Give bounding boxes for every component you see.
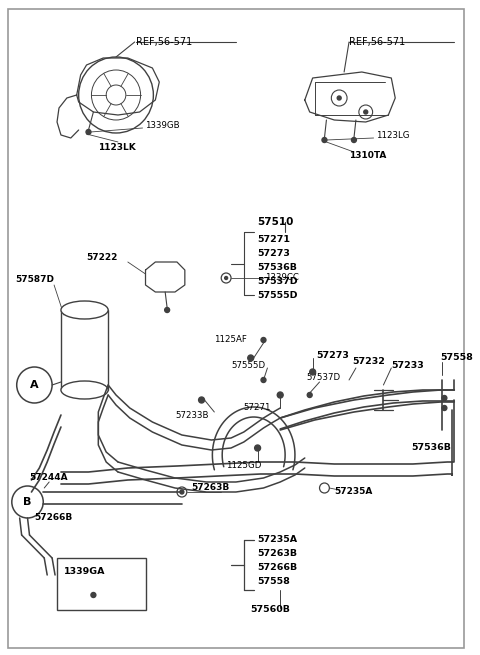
Text: 57232: 57232 (352, 358, 385, 367)
Text: 1125GD: 1125GD (226, 460, 262, 470)
Bar (57, 558, 145, 610)
Text: 57536B: 57536B (258, 263, 298, 272)
Text: 1339GB: 1339GB (144, 121, 179, 130)
Bar (61, 310, 108, 390)
Circle shape (86, 130, 91, 134)
Text: 1339CC: 1339CC (265, 274, 300, 282)
Text: 57510: 57510 (258, 217, 294, 227)
Text: 1339GA: 1339GA (64, 567, 106, 576)
Circle shape (351, 138, 357, 143)
Text: 57560B: 57560B (251, 605, 290, 614)
Text: 57273: 57273 (258, 250, 290, 259)
Text: A: A (30, 380, 39, 390)
Circle shape (310, 369, 315, 375)
Circle shape (364, 110, 368, 114)
Text: 57273: 57273 (317, 350, 349, 360)
Text: 57266B: 57266B (35, 514, 72, 523)
Circle shape (180, 490, 184, 494)
Text: 1125AF: 1125AF (215, 335, 247, 345)
Text: 57235A: 57235A (334, 487, 372, 496)
Circle shape (255, 445, 261, 451)
Text: 57222: 57222 (86, 253, 118, 263)
Text: 57558: 57558 (441, 354, 473, 362)
Text: 57263B: 57263B (258, 550, 298, 559)
Text: 57587D: 57587D (16, 276, 55, 284)
Text: 57537D: 57537D (307, 373, 341, 383)
Text: 57271: 57271 (244, 403, 271, 413)
Circle shape (261, 337, 266, 343)
Circle shape (442, 396, 447, 400)
Ellipse shape (61, 301, 108, 319)
Text: 57537D: 57537D (258, 278, 298, 286)
Text: 57244A: 57244A (29, 474, 68, 483)
Text: 57263B: 57263B (192, 483, 230, 493)
Circle shape (337, 96, 341, 100)
Circle shape (91, 593, 96, 597)
Circle shape (261, 377, 266, 383)
Ellipse shape (61, 381, 108, 399)
Circle shape (165, 307, 169, 312)
Text: 1123LK: 1123LK (98, 143, 136, 153)
Circle shape (225, 276, 228, 280)
Text: B: B (24, 497, 32, 507)
Circle shape (442, 405, 447, 411)
Text: 57558: 57558 (258, 578, 290, 586)
Text: 1310TA: 1310TA (349, 151, 386, 160)
Text: REF,56-571: REF,56-571 (349, 37, 405, 47)
Text: 57235A: 57235A (258, 536, 298, 544)
Circle shape (248, 355, 253, 361)
Circle shape (307, 392, 312, 398)
Text: REF,56-571: REF,56-571 (136, 37, 192, 47)
Text: 57233: 57233 (391, 360, 424, 369)
Text: 57271: 57271 (258, 236, 290, 244)
Text: 57536B: 57536B (411, 443, 451, 453)
Text: 1123LG: 1123LG (375, 130, 409, 140)
Circle shape (322, 138, 327, 143)
Text: 57555D: 57555D (258, 291, 298, 301)
Circle shape (199, 397, 204, 403)
Text: 57266B: 57266B (258, 563, 298, 572)
Text: 57555D: 57555D (231, 360, 265, 369)
Circle shape (277, 392, 283, 398)
Text: 57233B: 57233B (175, 411, 208, 419)
